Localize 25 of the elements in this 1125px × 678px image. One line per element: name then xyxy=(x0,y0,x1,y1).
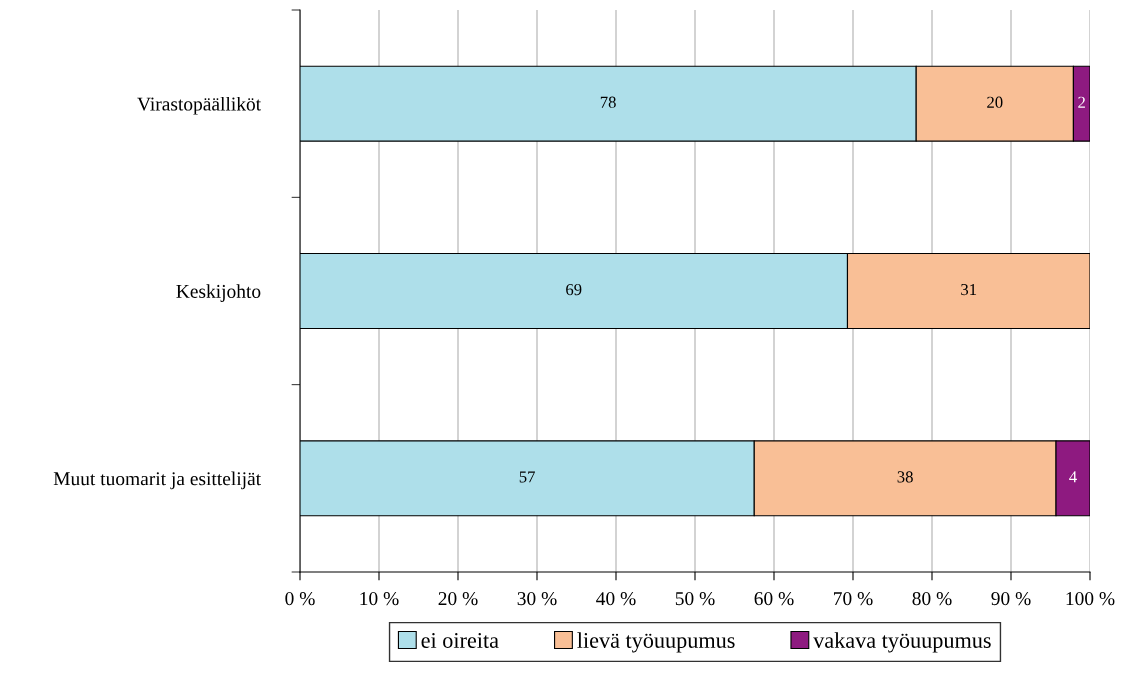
x-tick-label: 70 % xyxy=(834,592,873,606)
x-tick-label: 0 % xyxy=(285,592,315,606)
data-label: 31 xyxy=(961,283,977,296)
x-tick-label: 60 % xyxy=(754,592,794,606)
y-tick-label: Keskijohto xyxy=(176,284,261,302)
x-tick-label: 10 % xyxy=(360,592,399,606)
data-label: 57 xyxy=(519,471,535,483)
legend-label: lievä työuupumus xyxy=(577,632,735,653)
x-tick-label: 90 % xyxy=(991,592,1031,606)
data-label: 4 xyxy=(1069,471,1077,483)
x-tick-label: 80 % xyxy=(912,592,952,606)
data-label: 69 xyxy=(566,283,582,296)
x-tick-label: 20 % xyxy=(438,592,478,606)
x-tick-label: 100 % xyxy=(1066,592,1115,606)
x-tick-label: 30 % xyxy=(517,592,557,606)
legend-label: ei oireita xyxy=(421,632,499,648)
legend-label: vakava työuupumus xyxy=(813,632,991,653)
data-label: 20 xyxy=(987,96,1003,108)
y-tick-label: Muut tuomarit ja esittelijät xyxy=(53,471,261,490)
x-tick-label: 50 % xyxy=(675,592,715,606)
data-label: 38 xyxy=(897,471,913,483)
data-label: 78 xyxy=(600,96,616,108)
data-label: 2 xyxy=(1078,96,1085,108)
y-tick-label: Virastopäälliköt xyxy=(137,96,261,115)
x-tick-label: 40 % xyxy=(596,592,636,606)
